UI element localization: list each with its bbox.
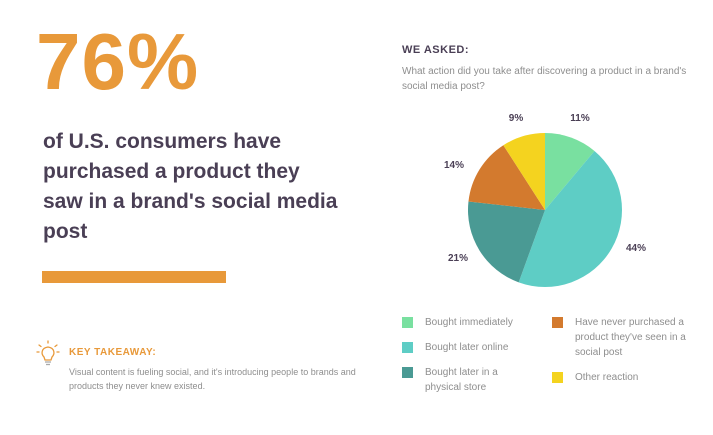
- legend-label: Other reaction: [575, 372, 639, 383]
- legend-item: Other reaction: [552, 370, 695, 385]
- slice-label: 21%: [448, 253, 468, 264]
- big-stat: 76%: [36, 17, 200, 106]
- pie-slice: [468, 201, 545, 283]
- legend-swatch: [402, 342, 413, 353]
- legend-label: Bought later in a physical store: [425, 367, 498, 393]
- slice-label: 14%: [444, 160, 464, 171]
- pie-chart: 11% 44% 21% 14% 9%: [444, 113, 646, 287]
- pie-slice: [518, 151, 622, 287]
- asked-title: WE ASKED:: [402, 44, 470, 56]
- takeaway-title: KEY TAKEAWAY:: [69, 347, 157, 358]
- pie-slice: [468, 145, 545, 210]
- takeaway-text: Visual content is fueling social, and it…: [69, 367, 356, 391]
- legend-label: Bought later online: [425, 342, 509, 353]
- legend-label: Have never purchased a product they've s…: [575, 317, 686, 358]
- legend-item: Bought immediately: [402, 315, 545, 330]
- slice-label: 9%: [509, 113, 524, 124]
- pie-slice: [545, 133, 595, 210]
- legend-swatch: [402, 317, 413, 328]
- legend-swatch: [552, 372, 563, 383]
- lightbulb-icon: [36, 340, 60, 366]
- legend-label: Bought immediately: [425, 317, 513, 328]
- headline: of U.S. consumers have purchased a produ…: [43, 130, 338, 243]
- accent-bar: [42, 271, 226, 283]
- legend-swatch: [402, 367, 413, 378]
- slice-label: 44%: [626, 243, 646, 254]
- slice-label: 11%: [570, 113, 590, 124]
- legend-item: Have never purchased a product they've s…: [552, 315, 690, 360]
- survey-question: What action did you take after discoveri…: [402, 66, 687, 92]
- legend-item: Bought later in a physical store: [402, 365, 520, 395]
- legend-swatch: [552, 317, 563, 328]
- legend-item: Bought later online: [402, 340, 545, 355]
- pie-slice: [503, 133, 545, 210]
